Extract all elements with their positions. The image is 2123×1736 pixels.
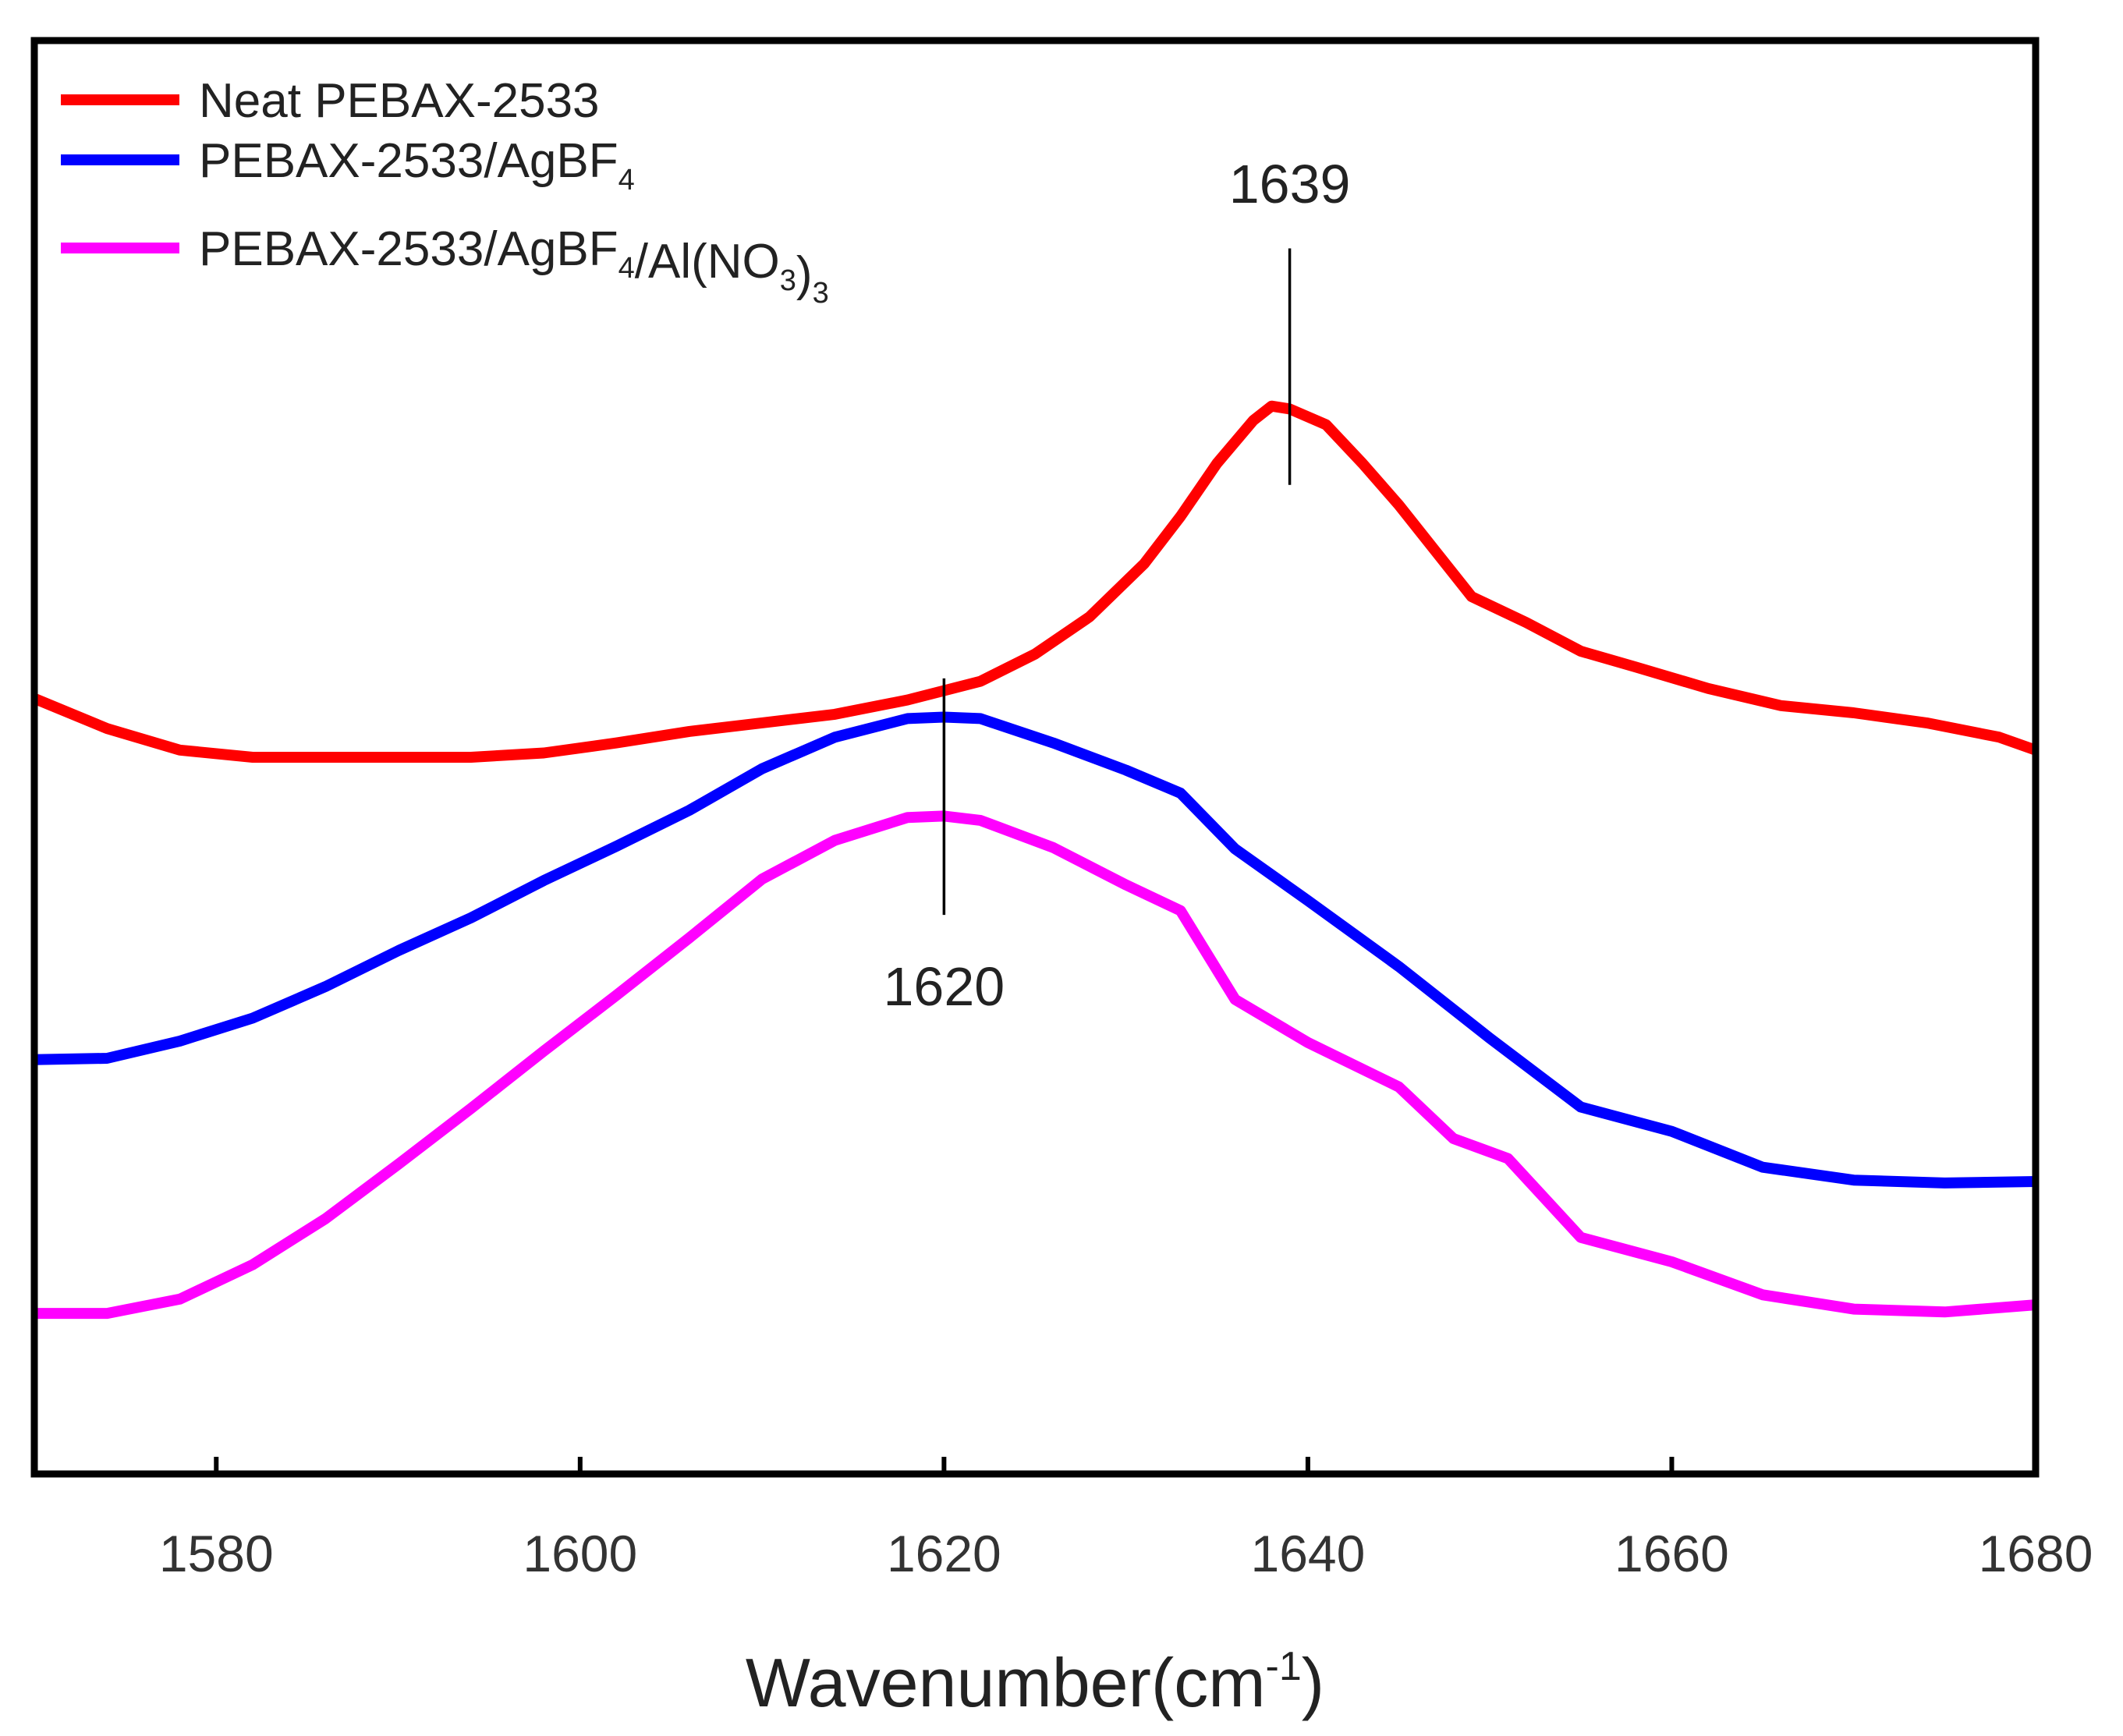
legend-label-1: Neat PEBAX-2533 xyxy=(199,74,600,128)
x-axis-title: Wavenumber(cm-1) xyxy=(746,1644,1324,1721)
series-line-3 xyxy=(34,810,2036,1320)
x-tick-label-1580: 1580 xyxy=(159,1525,274,1582)
legend-label-3: PEBAX-2533/AgBF4/Al(NO3)3 xyxy=(199,222,829,310)
x-axis-title-close: ) xyxy=(1302,1644,1324,1721)
series-line-1 xyxy=(32,400,2038,763)
x-tick-label-1620: 1620 xyxy=(887,1525,1001,1582)
legend-label-2: PEBAX-2533/AgBF4 xyxy=(199,134,635,197)
x-tick-label-1640: 1640 xyxy=(1250,1525,1365,1582)
series-line-2 xyxy=(34,711,2036,1189)
x-tick-label-1600: 1600 xyxy=(523,1525,637,1582)
x-tick-label-1680: 1680 xyxy=(1979,1525,2093,1582)
plot-area: 1639 1620 xyxy=(30,37,2040,1478)
annotation-layer: 1639 1620 xyxy=(883,154,1350,1017)
legend: Neat PEBAX-2533 PEBAX-2533/AgBF4 PEBAX-253… xyxy=(61,74,829,310)
x-axis-title-sup: -1 xyxy=(1266,1644,1302,1689)
x-axis-title-main: Wavenumber(cm xyxy=(746,1644,1266,1721)
x-axis-ticks: 1580 1600 1620 1640 1660 1680 xyxy=(159,1457,2093,1582)
series-layer xyxy=(32,400,2038,1320)
peak-label-1639: 1639 xyxy=(1229,154,1351,214)
x-tick-label-1660: 1660 xyxy=(1614,1525,1729,1582)
peak-label-1620: 1620 xyxy=(883,956,1005,1017)
plot-frame xyxy=(30,37,2040,1478)
